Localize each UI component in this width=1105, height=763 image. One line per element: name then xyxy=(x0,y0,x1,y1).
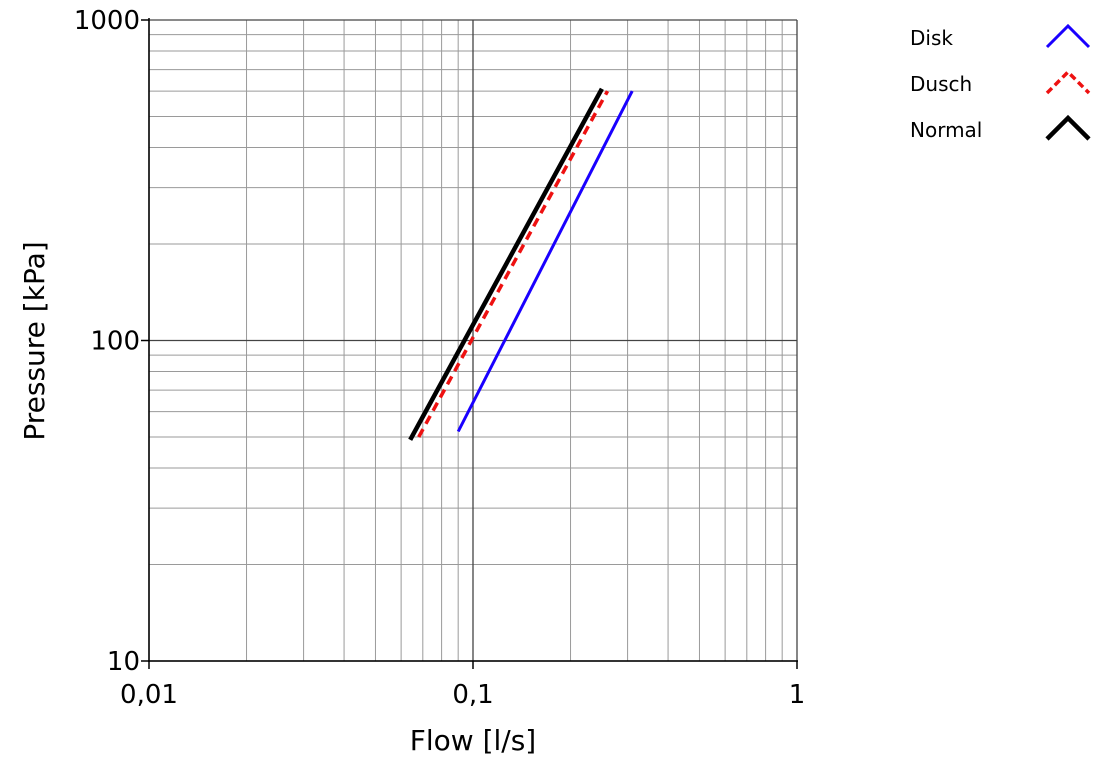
legend-label-normal: Normal xyxy=(910,118,982,142)
series-line-disk xyxy=(456,90,634,433)
legend-swatch-normal xyxy=(1045,114,1091,141)
y-axis-title: Pressure [kPa] xyxy=(18,241,51,440)
x-axis-title: Flow [l/s] xyxy=(410,724,536,757)
series-line-dusch xyxy=(417,90,610,438)
y-tick-label: 10 xyxy=(107,647,140,677)
legend-swatch-disk xyxy=(1045,23,1091,49)
axes xyxy=(141,18,798,669)
y-tick-label: 100 xyxy=(90,327,140,357)
legend: Disk Dusch Normal xyxy=(910,23,1091,142)
x-tick-labels: 0,01 0,1 1 xyxy=(120,680,805,710)
x-tick-label: 1 xyxy=(789,680,806,710)
legend-label-dusch: Dusch xyxy=(910,72,972,96)
legend-swatch-dusch xyxy=(1045,69,1091,95)
y-tick-labels: 10 100 1000 xyxy=(74,6,140,677)
series-line-normal xyxy=(408,87,604,441)
series-lines xyxy=(408,87,634,441)
legend-label-disk: Disk xyxy=(910,26,953,50)
x-tick-label: 0,01 xyxy=(120,680,178,710)
y-tick-label: 1000 xyxy=(74,6,140,36)
x-tick-label: 0,1 xyxy=(452,680,493,710)
